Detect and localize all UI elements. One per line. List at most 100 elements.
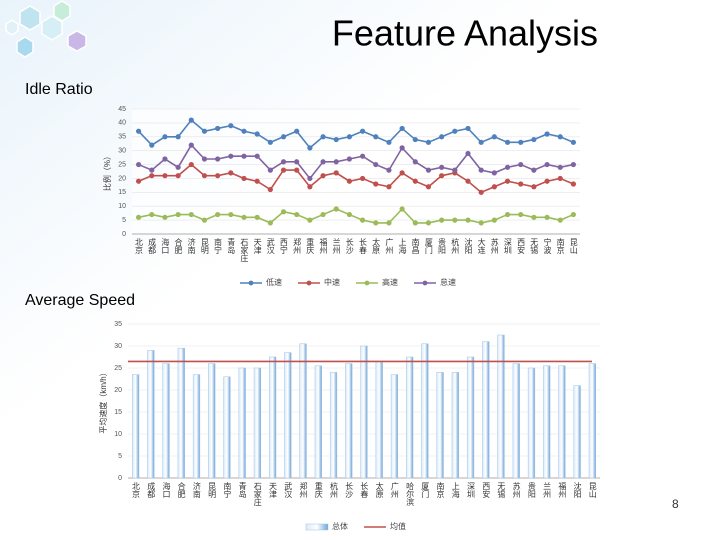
point (465, 150, 471, 157)
point (162, 173, 168, 179)
legend-label: 怠速 (440, 277, 456, 287)
point (412, 136, 418, 143)
x-tick-label: 青岛 (238, 481, 247, 499)
x-tick-label: 海口 (161, 237, 170, 254)
legend-marker (306, 280, 312, 286)
point (478, 139, 484, 145)
point (359, 153, 366, 159)
point (465, 178, 471, 184)
x-tick-label: 沈阳 (464, 237, 473, 255)
y-tick-label: 10 (118, 203, 126, 210)
legend-label: 均值 (390, 521, 406, 531)
point (491, 170, 497, 176)
point (478, 167, 484, 173)
x-tick-label: 石家庄 (253, 482, 262, 507)
point (254, 214, 260, 220)
point (491, 184, 497, 190)
section-label: Idle Ratio (25, 81, 93, 98)
point (228, 123, 234, 129)
y-tick-label: 35 (114, 321, 122, 328)
x-tick-label: 沈阳 (573, 481, 582, 499)
x-tick-label: 南京 (436, 481, 445, 499)
bar (543, 365, 551, 479)
point (280, 134, 287, 140)
point (359, 128, 366, 134)
point (465, 217, 471, 223)
point (135, 178, 142, 184)
x-tick-label: 苏州 (512, 481, 521, 498)
point (254, 153, 260, 159)
bar (162, 363, 170, 479)
point (175, 164, 181, 170)
point (439, 134, 445, 140)
x-tick-label: 昆明 (200, 238, 209, 255)
x-tick-label: 西安 (482, 482, 491, 499)
point (294, 167, 300, 173)
y-tick-label: 0 (122, 231, 126, 238)
point (425, 167, 432, 173)
x-tick-label: 石家庄 (240, 238, 249, 263)
point (373, 220, 379, 226)
point (439, 217, 445, 223)
point (201, 217, 208, 223)
y-axis-label: 平均速度（km/h） (98, 368, 108, 433)
point (320, 173, 326, 179)
x-tick-label: 哈尔滨 (406, 481, 415, 507)
x-tick-label: 太原 (375, 481, 384, 498)
point (333, 159, 339, 165)
point (531, 136, 537, 143)
bar (573, 385, 581, 479)
bar (147, 350, 155, 479)
bar (451, 372, 459, 479)
bar (299, 343, 307, 479)
point (201, 173, 208, 179)
point (412, 178, 418, 184)
bar (314, 365, 322, 479)
point (504, 164, 511, 170)
point (201, 128, 208, 134)
point (570, 161, 577, 168)
point (188, 211, 194, 218)
x-tick-label: 深圳 (503, 238, 512, 255)
point (425, 139, 432, 145)
x-tick-label: 无锡 (530, 238, 539, 255)
point (570, 181, 577, 187)
x-tick-label: 杭州 (329, 481, 338, 498)
line-series (138, 163, 574, 194)
point (228, 153, 234, 159)
point (241, 175, 247, 182)
point (280, 167, 287, 173)
y-tick-label: 25 (114, 365, 122, 372)
point (294, 128, 300, 134)
y-tick-label: 5 (122, 217, 126, 224)
point (557, 134, 563, 140)
bar (558, 365, 566, 479)
y-tick-label: 10 (114, 431, 122, 438)
point (531, 184, 537, 190)
point (412, 220, 418, 226)
point (188, 117, 194, 123)
x-tick-label: 昆山 (569, 238, 578, 255)
point (439, 164, 445, 170)
point (149, 167, 155, 173)
point (175, 134, 181, 140)
point (188, 142, 194, 148)
x-tick-label: 福州 (319, 238, 328, 254)
x-tick-label: 合肥 (177, 481, 186, 499)
point (162, 156, 168, 162)
point (162, 214, 168, 220)
point (439, 173, 445, 179)
point (557, 217, 563, 223)
point (241, 214, 247, 220)
x-tick-label: 福州 (558, 482, 567, 498)
x-tick-label: 昆明 (208, 482, 217, 499)
point (149, 142, 155, 148)
point (215, 125, 221, 132)
point (215, 173, 221, 179)
point (228, 211, 234, 218)
point (135, 214, 142, 220)
point (557, 175, 563, 182)
x-tick-label: 长沙 (345, 481, 354, 498)
x-tick-label: 广州 (390, 481, 399, 498)
x-tick-label: 贵阳 (527, 481, 536, 499)
